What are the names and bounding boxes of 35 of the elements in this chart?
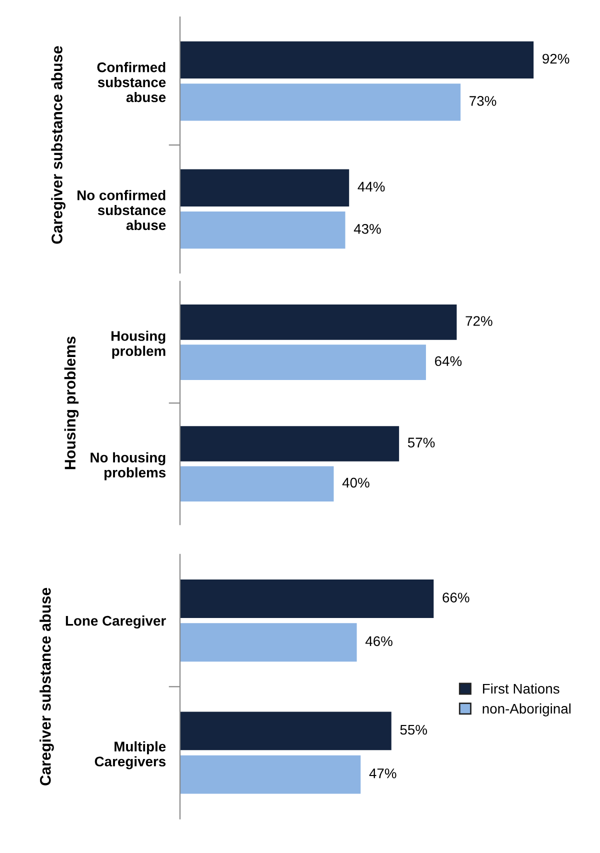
bar (180, 580, 434, 618)
bar (180, 623, 357, 662)
y-tick-label: No housing problems (90, 452, 166, 480)
bar (180, 84, 461, 121)
data-label: 40% (342, 478, 370, 488)
y-axis-title: Caregiver substance abuse (51, 46, 66, 244)
data-label: 72% (466, 316, 492, 326)
data-label: 46% (365, 636, 392, 646)
bar (180, 41, 534, 78)
y-tick-label: Confirmed substance abuse (97, 62, 166, 102)
y-tick-label: Lone Caregiver (66, 616, 166, 629)
data-label: 57% (408, 438, 435, 448)
bar (180, 712, 392, 750)
bar (180, 304, 457, 340)
data-label: 55% (400, 724, 428, 735)
bar (180, 426, 400, 462)
data-label: 47% (369, 768, 396, 778)
y-axis-title: Caregiver substance abuse (40, 588, 54, 786)
y-tick-label: Multiple Caregivers (94, 741, 166, 770)
bar (180, 755, 361, 794)
data-label: 64% (435, 356, 462, 366)
data-label: 92% (542, 54, 570, 64)
bar (180, 466, 334, 502)
bar (180, 212, 346, 249)
y-axis-title: Housing problems (64, 336, 79, 470)
y-tick-label: No confirmed substance abuse (78, 190, 166, 230)
data-label: 44% (358, 182, 385, 192)
data-label: 73% (470, 96, 496, 106)
legend-label: First Nations (483, 683, 560, 694)
data-label: 66% (442, 592, 470, 602)
data-label: 43% (354, 224, 381, 234)
bar (180, 344, 426, 380)
y-tick-label: Housing problem (111, 330, 166, 359)
bar (180, 169, 350, 206)
legend-label: non-Aboriginal (482, 703, 570, 716)
